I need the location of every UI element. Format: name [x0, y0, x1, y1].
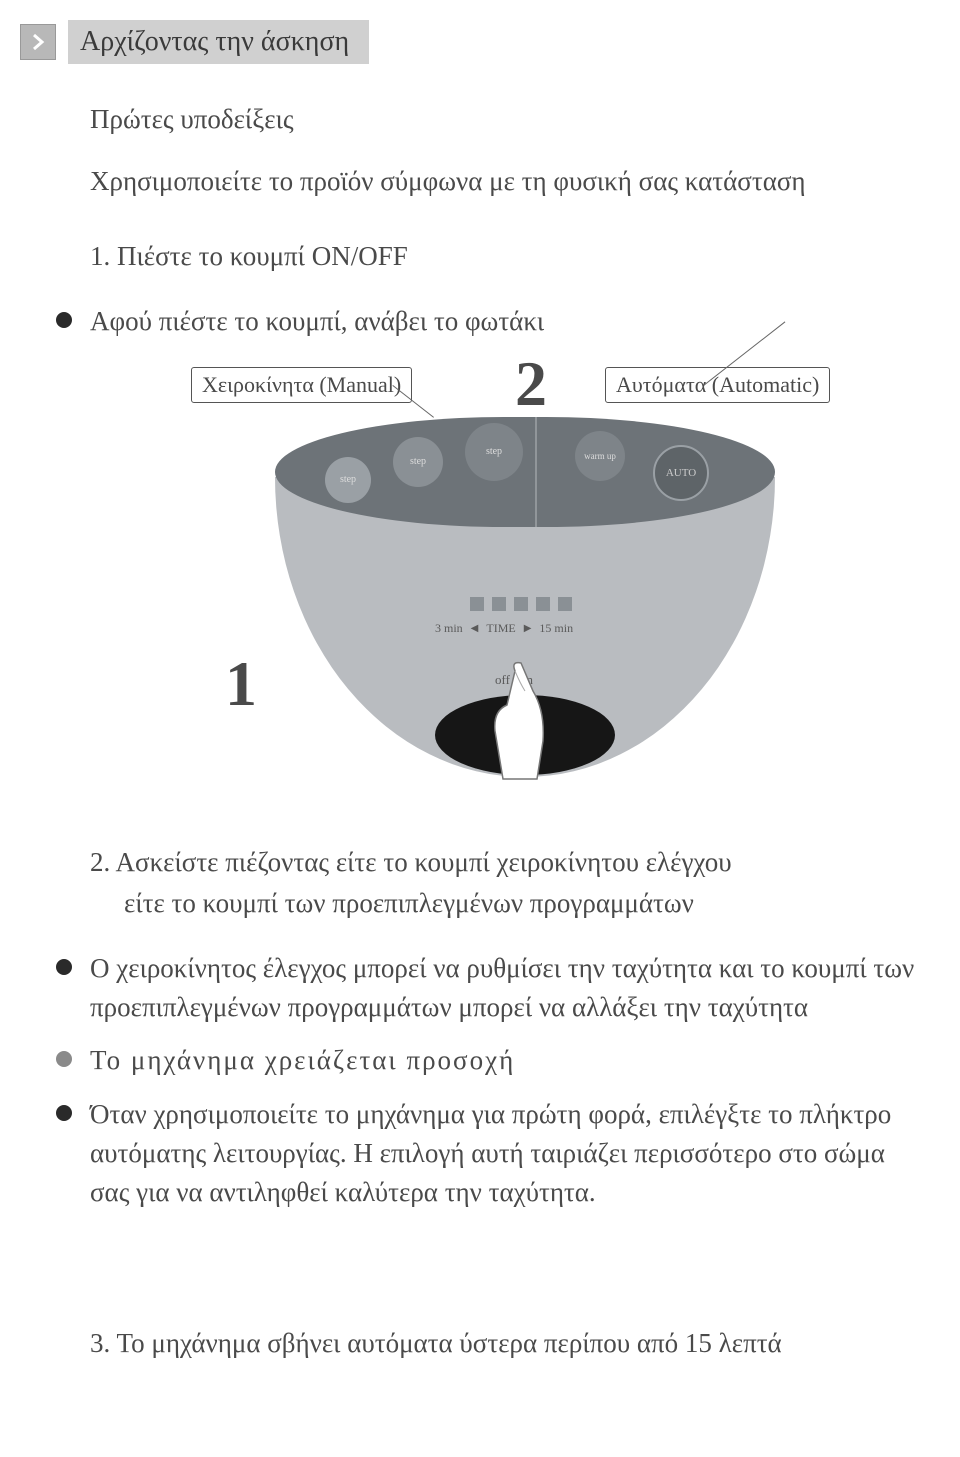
subheading: Πρώτες υποδείξεις — [90, 104, 920, 135]
chevron-right-icon — [20, 24, 56, 60]
step-3: 3. Το μηχάνημα σβήνει αυτόματα ύστερα πε… — [90, 1328, 920, 1359]
time-max: 15 min — [539, 621, 573, 636]
bullet-icon — [56, 1105, 72, 1121]
content-block: Πρώτες υποδείξεις Χρησιμοποιείτε το προϊ… — [20, 104, 920, 1359]
diagram-label-2: 2 — [515, 347, 547, 421]
step1-button[interactable]: step — [325, 457, 371, 503]
auto-button[interactable]: AUTO — [653, 445, 709, 501]
led-icon — [536, 597, 550, 611]
triangle-left-icon: ◀ — [471, 623, 479, 634]
power-icon — [515, 725, 535, 745]
arc-divider — [535, 417, 537, 527]
bullet-text: Αφού πιέστε το κουμπί, ανάβει το φωτάκι — [90, 302, 544, 341]
step-1: 1. Πιέστε το κουμπί ON/OFF — [90, 241, 920, 272]
led-row — [470, 597, 572, 611]
section-header: Αρχίζοντας την άσκηση — [20, 20, 920, 64]
time-min: 3 min — [435, 621, 463, 636]
caution-bullet-icon — [56, 1051, 72, 1067]
warmup-button[interactable]: warm up — [575, 431, 625, 481]
control-panel-diagram: Χειροκίνητα (Manual) Αυτόματα (Automatic… — [125, 367, 885, 797]
gap — [90, 1238, 920, 1328]
step-2-line2: είτε το κουμπί των προεπιπλεγμένων προγρ… — [90, 884, 920, 923]
panel-top-arc: step step step warm up AUTO — [275, 417, 775, 527]
caution-item: Το μηχάνημα χρειάζεται προσοχή — [56, 1041, 920, 1080]
step-2-line1: 2. Ασκείστε πιέζοντας είτε το κουμπί χει… — [90, 847, 920, 878]
section-title: Αρχίζοντας την άσκηση — [68, 20, 369, 64]
led-icon — [492, 597, 506, 611]
step-2-line2-text: είτε το κουμπί των προεπιπλεγμένων προγρ… — [124, 888, 694, 918]
power-button[interactable] — [435, 695, 615, 775]
caution-text: Το μηχάνημα χρειάζεται προσοχή — [90, 1041, 515, 1080]
bullet-item: Όταν χρησιμοποιείτε το μηχάνημα για πρώτ… — [56, 1095, 920, 1212]
intro-text: Χρησιμοποιείτε το προϊόν σύμφωνα με τη φ… — [90, 163, 920, 201]
bullet-item: Ο χειροκίνητος έλεγχος μπορεί να ρυθμίσε… — [56, 949, 920, 1027]
triangle-right-icon: ▶ — [524, 623, 532, 634]
bullet-item: Αφού πιέστε το κουμπί, ανάβει το φωτάκι — [56, 302, 920, 341]
callout-manual: Χειροκίνητα (Manual) — [191, 367, 412, 403]
led-icon — [558, 597, 572, 611]
bullet-icon — [56, 959, 72, 975]
led-icon — [470, 597, 484, 611]
step2-button[interactable]: step — [393, 437, 443, 487]
bullet-text: Όταν χρησιμοποιείτε το μηχάνημα για πρώτ… — [90, 1095, 920, 1212]
bullet-icon — [56, 312, 72, 328]
step3-button[interactable]: step — [465, 423, 523, 481]
bullet-text: Ο χειροκίνητος έλεγχος μπορεί να ρυθμίσε… — [90, 949, 920, 1027]
diagram-label-1: 1 — [225, 647, 257, 721]
time-row: 3 min ◀ TIME ▶ 15 min — [435, 621, 573, 636]
device-panel: 3 min ◀ TIME ▶ 15 min off / on step step… — [275, 417, 775, 787]
off-on-label: off / on — [495, 672, 533, 688]
time-label: TIME — [486, 621, 515, 636]
led-icon — [514, 597, 528, 611]
